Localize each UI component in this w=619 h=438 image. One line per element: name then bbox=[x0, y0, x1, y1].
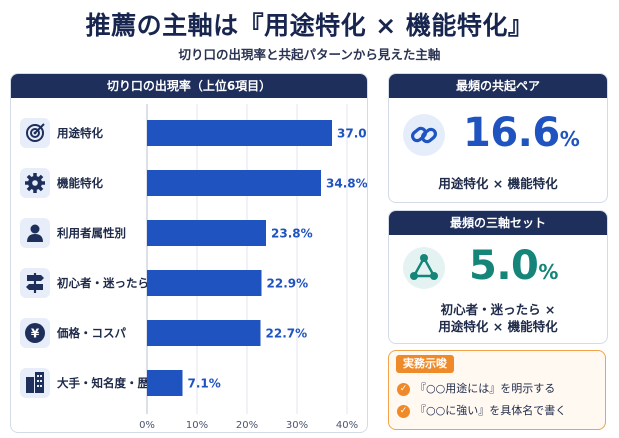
icon-part bbox=[40, 385, 42, 387]
icon-part bbox=[26, 284, 43, 290]
x-tick-label: 40% bbox=[336, 420, 358, 431]
target-icon bbox=[20, 118, 50, 148]
yen-coin-icon: ¥ bbox=[20, 318, 50, 348]
icon-part bbox=[27, 234, 43, 242]
page-title: 推薦の主軸は『用途特化 × 機能特化』 bbox=[85, 11, 534, 40]
triad-combo-line2: 用途特化 × 機能特化 bbox=[438, 319, 558, 334]
bar-chart: 0% 10% 20% 30% 40% 用途特化 37.0% 機能特化 34.8% 利用者属性別 23… bbox=[20, 104, 367, 431]
bar bbox=[147, 270, 262, 296]
bar bbox=[147, 320, 261, 346]
tip-item: ✓ 『○○に強い』を具体名で書く bbox=[397, 403, 566, 419]
value-label: 22.9% bbox=[267, 277, 309, 291]
icon-part bbox=[25, 323, 45, 343]
pair-value-unit: % bbox=[559, 127, 580, 151]
triad-panel: 最頻の三軸セット 5.0% 初心者・迷ったら × 用途特化 × 機能特化 bbox=[388, 210, 608, 344]
triad-combo-line1: 初心者・迷ったら × bbox=[440, 302, 556, 317]
building-icon bbox=[20, 368, 50, 398]
icon-part bbox=[37, 385, 39, 387]
icon-part bbox=[40, 375, 42, 377]
x-tick-label: 0% bbox=[139, 420, 155, 431]
icon-part bbox=[26, 377, 34, 393]
pair-combo: 用途特化 × 機能特化 bbox=[438, 176, 558, 191]
icon-part bbox=[30, 224, 40, 234]
chart-panel: 切り口の出現率（上位6項目） 0% 10% 20% 30% 40% 用途特化 37.0% 機能… bbox=[10, 73, 368, 433]
pair-heading: 最頻の共起ペア bbox=[389, 74, 607, 98]
tip-item: ✓ 『○○用途には』を明示する bbox=[397, 381, 555, 397]
tips-heading: 実務示唆 bbox=[396, 355, 454, 373]
icon-part bbox=[27, 275, 44, 281]
icon-part bbox=[30, 128, 40, 138]
category-label: 初心者・迷ったら bbox=[57, 276, 149, 290]
category-label: 用途特化 bbox=[56, 126, 103, 140]
value-label: 34.8% bbox=[326, 177, 367, 191]
category-label: 機能特化 bbox=[57, 176, 103, 190]
pair-value-number: 16.6 bbox=[463, 110, 560, 156]
value-label: 23.8% bbox=[271, 227, 313, 241]
icon-part bbox=[26, 124, 44, 142]
pair-value: 16.6% bbox=[463, 110, 580, 156]
value-label: 37.0% bbox=[337, 127, 367, 141]
bar bbox=[147, 170, 321, 196]
triad-value: 5.0% bbox=[469, 243, 558, 289]
triad-heading: 最頻の三軸セット bbox=[389, 211, 607, 235]
triad-value-unit: % bbox=[538, 260, 558, 284]
bar bbox=[147, 120, 332, 146]
tip-text: 『○○用途には』を明示する bbox=[415, 382, 556, 395]
signpost-icon bbox=[20, 268, 50, 298]
bar bbox=[147, 370, 183, 396]
page-subtitle: 切り口の出現率と共起パターンから見えた主軸 bbox=[178, 47, 441, 62]
x-tick-label: 10% bbox=[186, 420, 208, 431]
x-tick-label: 20% bbox=[236, 420, 258, 431]
value-label: 7.1% bbox=[188, 377, 221, 391]
x-tick-label: 30% bbox=[286, 420, 308, 431]
bar bbox=[147, 220, 266, 246]
check-icon: ✓ bbox=[397, 382, 410, 396]
icon-part bbox=[34, 123, 45, 134]
category-label: 利用者属性別 bbox=[56, 226, 126, 240]
category-label: 価格・コスパ bbox=[56, 326, 126, 340]
triangle-network-icon bbox=[403, 247, 445, 289]
category-label: 大手・知名度・歴史 bbox=[57, 376, 161, 390]
value-label: 22.7% bbox=[266, 327, 308, 341]
chart-panel-heading: 切り口の出現率（上位6項目） bbox=[11, 74, 367, 98]
tip-text: 『○○に強い』を具体名で書く bbox=[415, 404, 567, 417]
person-icon bbox=[20, 218, 50, 248]
icon-part bbox=[37, 375, 39, 377]
check-icon: ✓ bbox=[397, 404, 410, 418]
icon-part bbox=[32, 180, 38, 186]
triad-value-number: 5.0 bbox=[469, 243, 539, 289]
pair-panel: 最頻の共起ペア 16.6% 用途特化 × 機能特化 bbox=[388, 73, 608, 203]
icon-part: ¥ bbox=[31, 327, 40, 341]
gear-icon bbox=[20, 168, 50, 198]
link-icon bbox=[403, 114, 445, 156]
icon-part bbox=[37, 380, 39, 382]
icon-part bbox=[35, 372, 44, 393]
tips-panel: 実務示唆 ✓ 『○○用途には』を明示する ✓ 『○○に強い』を具体名で書く bbox=[388, 350, 606, 430]
icon-part bbox=[40, 380, 42, 382]
